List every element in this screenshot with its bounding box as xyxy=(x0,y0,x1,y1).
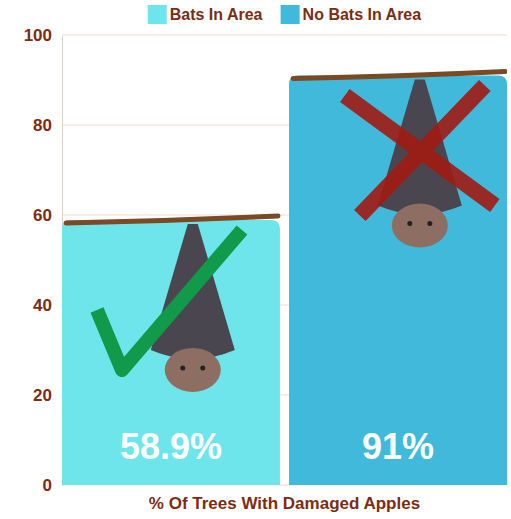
bat-face xyxy=(392,204,448,248)
legend-item: Bats In Area xyxy=(148,5,263,24)
branch xyxy=(66,216,278,223)
tick: 60 xyxy=(33,206,62,225)
tick: 40 xyxy=(33,296,62,315)
bar xyxy=(289,76,507,486)
bars xyxy=(62,76,507,486)
tick: 20 xyxy=(33,386,62,405)
bat-face xyxy=(165,348,221,392)
tick-label: 20 xyxy=(33,386,52,405)
decoration xyxy=(66,72,505,392)
tick: 80 xyxy=(33,116,62,135)
tick-label: 60 xyxy=(33,206,52,225)
data-labels: 58.9% 91% xyxy=(120,426,434,467)
legend-label: No Bats In Area xyxy=(303,6,422,23)
grid-line xyxy=(62,35,507,36)
bat-eye xyxy=(427,221,432,226)
y-axis: 0 20 40 60 80 100 xyxy=(24,26,63,495)
x-axis-title: % Of Trees With Damaged Apples xyxy=(149,494,420,513)
cross-mark xyxy=(345,86,495,216)
tick-label: 80 xyxy=(33,116,52,135)
tick-label: 100 xyxy=(24,26,52,45)
legend-swatch xyxy=(148,5,167,24)
legend-swatch xyxy=(281,5,300,24)
legend-item: No Bats In Area xyxy=(281,5,422,24)
tick: 0 xyxy=(43,476,62,495)
branch xyxy=(293,72,505,79)
bat-eye xyxy=(200,365,205,370)
data-label: 58.9% xyxy=(120,426,222,467)
tick: 100 xyxy=(24,26,62,45)
legend-label: Bats In Area xyxy=(170,6,263,23)
legend: Bats In Area No Bats In Area xyxy=(148,5,422,24)
bat-eye xyxy=(180,365,185,370)
tick-label: 40 xyxy=(33,296,52,315)
check-mark xyxy=(97,230,242,370)
tick-label: 0 xyxy=(43,476,52,495)
data-label: 91% xyxy=(362,426,434,467)
chart: 0 20 40 60 80 100 58.9% 91% % Of Trees With Dama… xyxy=(0,0,511,519)
grid xyxy=(62,35,507,485)
bat-eye xyxy=(407,221,412,226)
bar xyxy=(62,220,280,485)
